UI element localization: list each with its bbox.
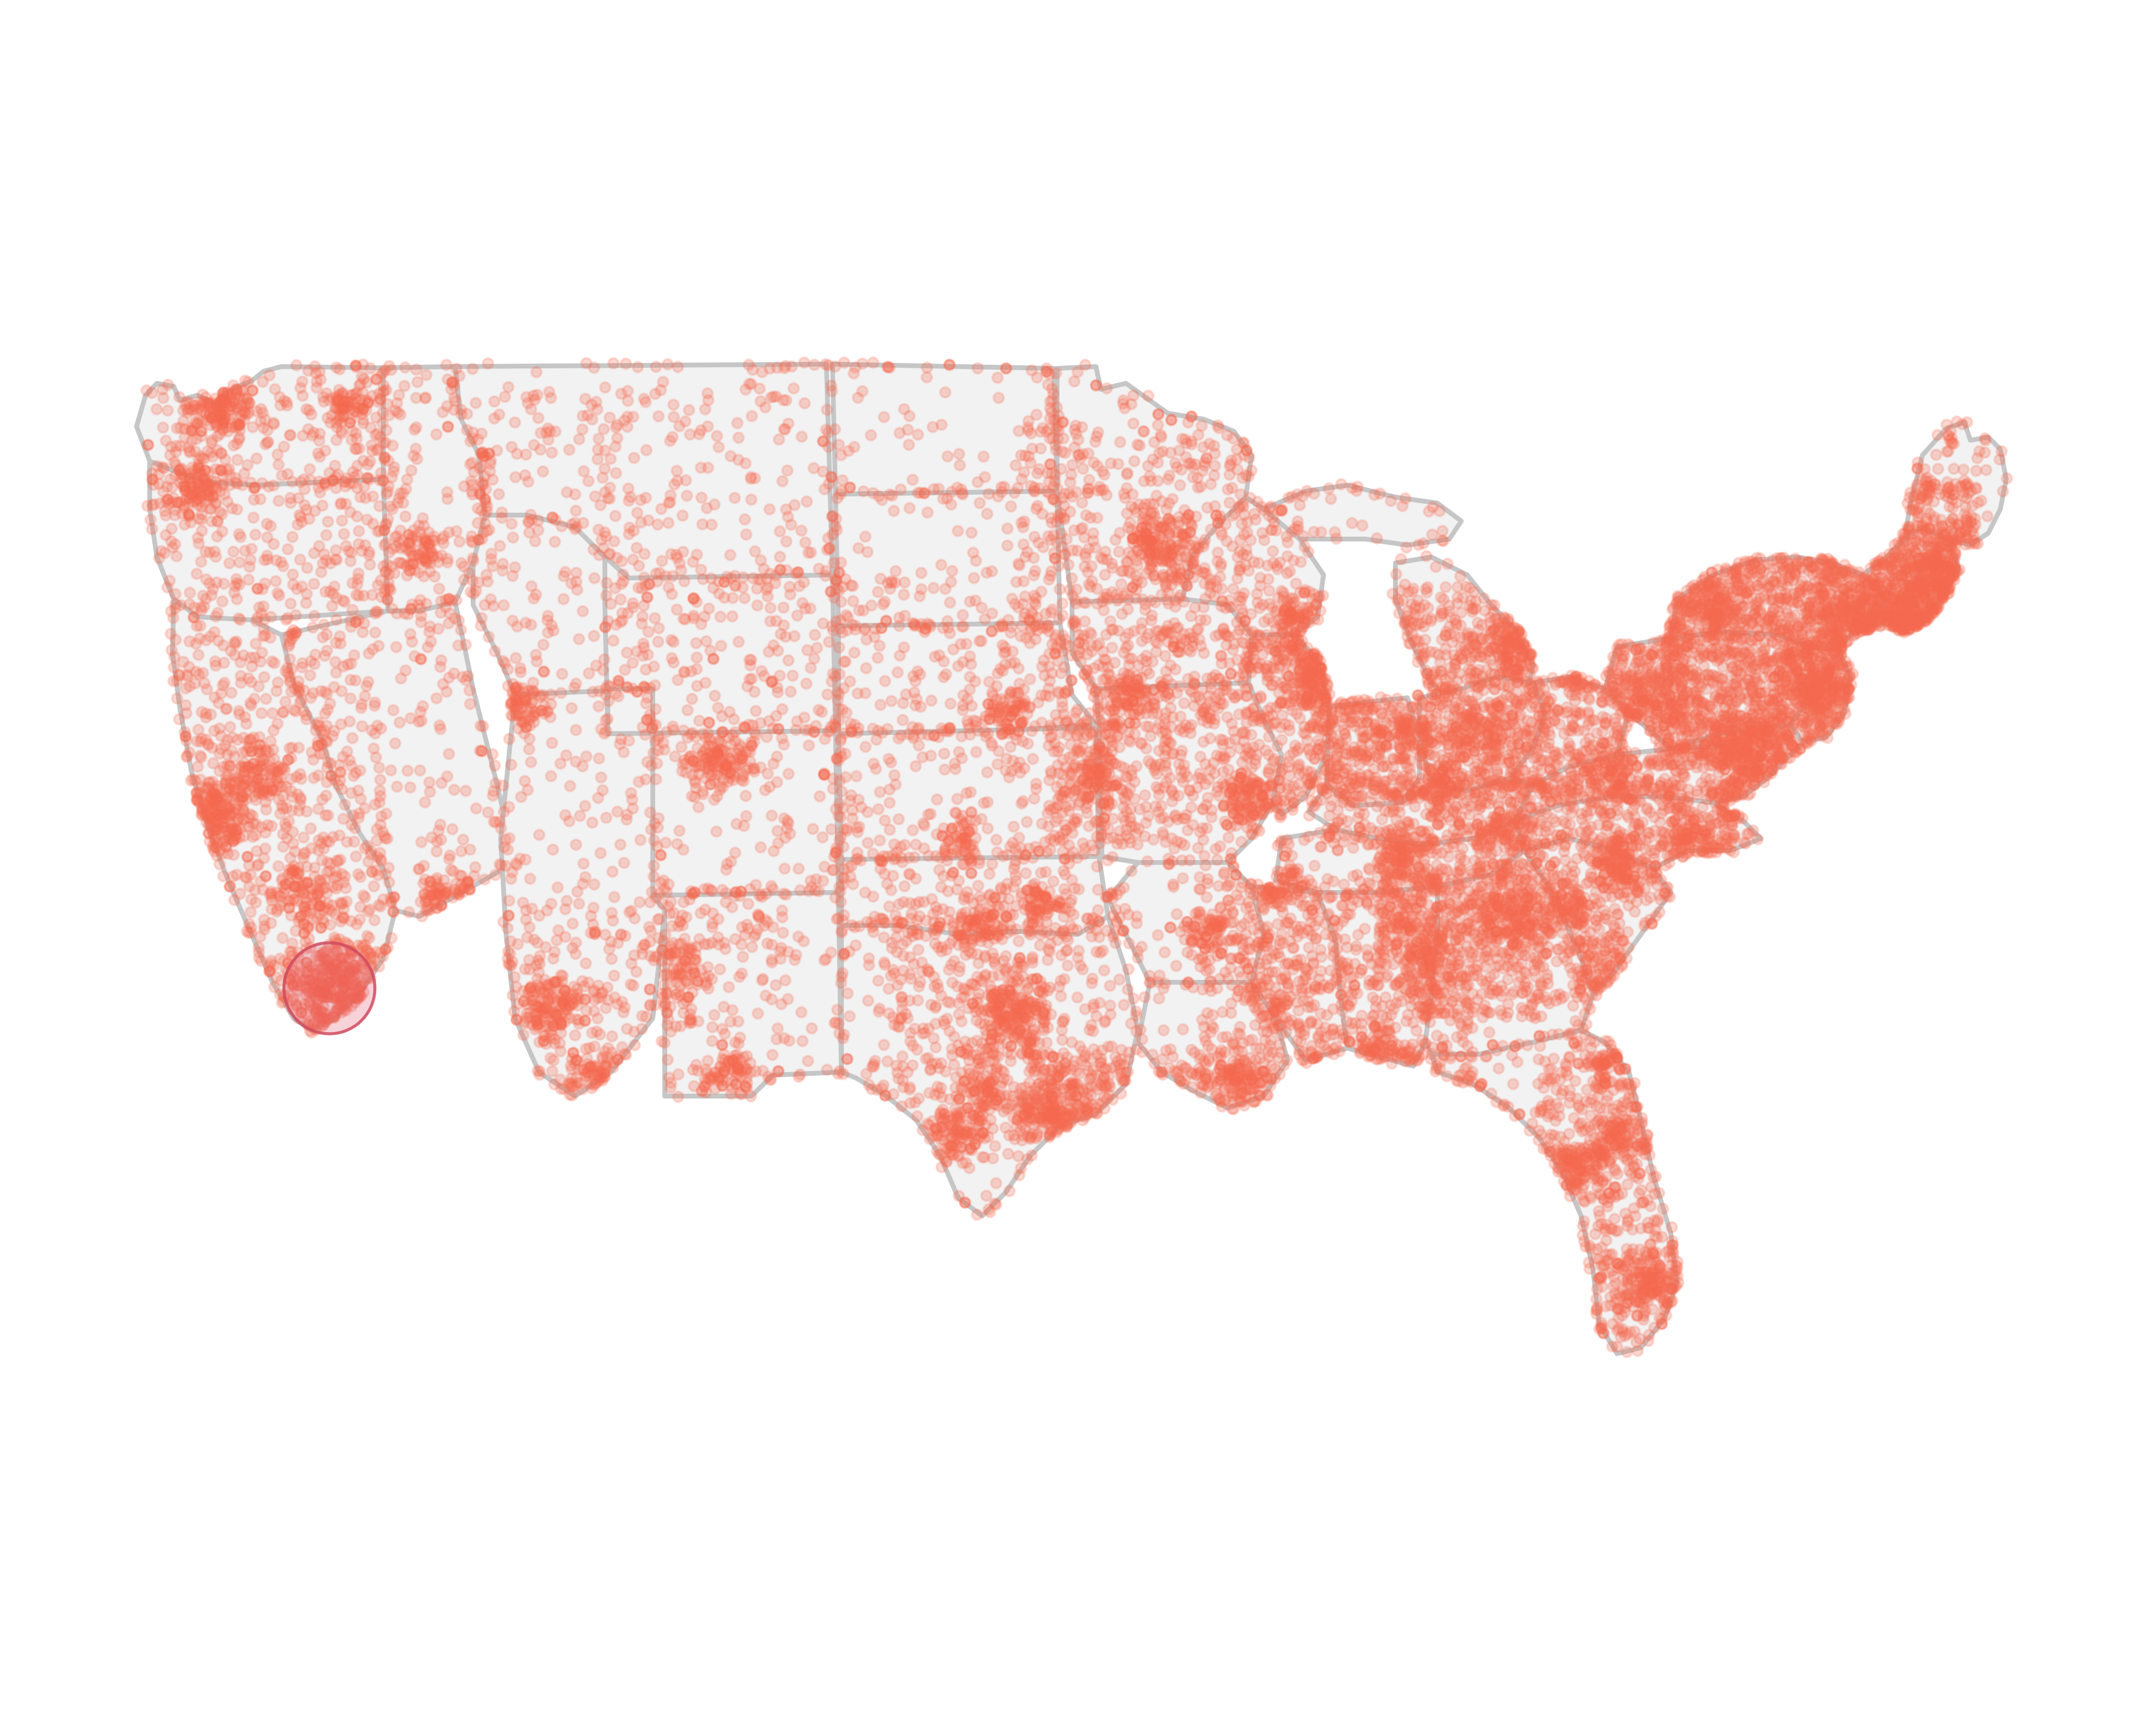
selection-circle-highlight[interactable] bbox=[282, 941, 377, 1036]
